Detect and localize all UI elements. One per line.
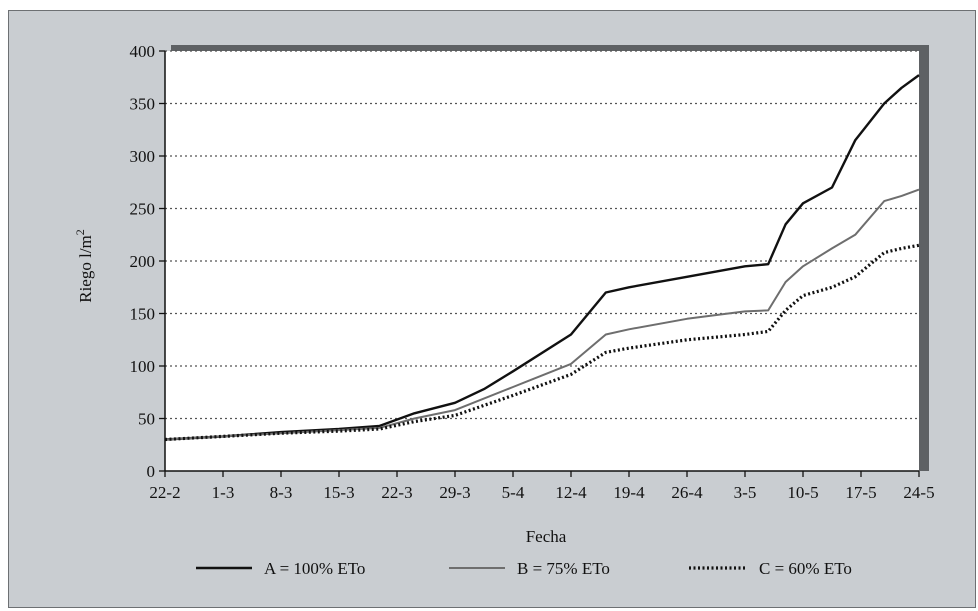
legend: A = 100% ETo B = 75% ETo C = 60% ETo [196, 559, 852, 578]
y-tick-label-150: 150 [130, 305, 156, 324]
y-axis-title-superscript: 2 [73, 229, 87, 235]
chart-figure: 0 50 100 150 200 250 300 350 400 22-2 1-3 8-3 15-3 2… [8, 10, 976, 608]
x-tick-label-8: 19-4 [613, 483, 645, 502]
x-tick-label-11: 10-5 [787, 483, 818, 502]
x-tick-label-2: 8-3 [270, 483, 293, 502]
x-tick-label-10: 3-5 [734, 483, 757, 502]
x-axis-title: Fecha [526, 527, 567, 546]
y-axis-title-text: Riego l/m [76, 235, 95, 303]
irrigation-line-chart: 0 50 100 150 200 250 300 350 400 22-2 1-3 8-3 15-3 2… [73, 42, 935, 578]
series-line-a [164, 74, 920, 441]
y-tick-label-300: 300 [130, 147, 156, 166]
x-tick-label-7: 12-4 [555, 483, 587, 502]
x-tick-label-6: 5-4 [502, 483, 525, 502]
x-tick-label-5: 29-3 [439, 483, 470, 502]
y-tick-label-350: 350 [130, 95, 156, 114]
x-tick-label-13: 24-5 [903, 483, 934, 502]
x-tick-label-12: 17-5 [845, 483, 876, 502]
y-tick-label-100: 100 [130, 357, 156, 376]
y-axis-title: Riego l/m2 [73, 229, 95, 303]
y-tick-label-400: 400 [130, 42, 156, 61]
series-line-b [164, 188, 920, 441]
x-tick-label-4: 22-3 [381, 483, 412, 502]
x-tick-label-3: 15-3 [323, 483, 354, 502]
y-tick-label-200: 200 [130, 252, 156, 271]
y-tick-label-0: 0 [147, 462, 156, 481]
y-tick-label-250: 250 [130, 200, 156, 219]
legend-label-c: C = 60% ETo [759, 559, 852, 578]
y-tick-label-50: 50 [138, 410, 155, 429]
x-tick-label-0: 22-2 [149, 483, 180, 502]
series-line-c [164, 243, 920, 442]
legend-label-a: A = 100% ETo [264, 559, 365, 578]
x-tick-label-1: 1-3 [212, 483, 235, 502]
legend-label-b: B = 75% ETo [517, 559, 610, 578]
x-tick-label-9: 26-4 [671, 483, 703, 502]
